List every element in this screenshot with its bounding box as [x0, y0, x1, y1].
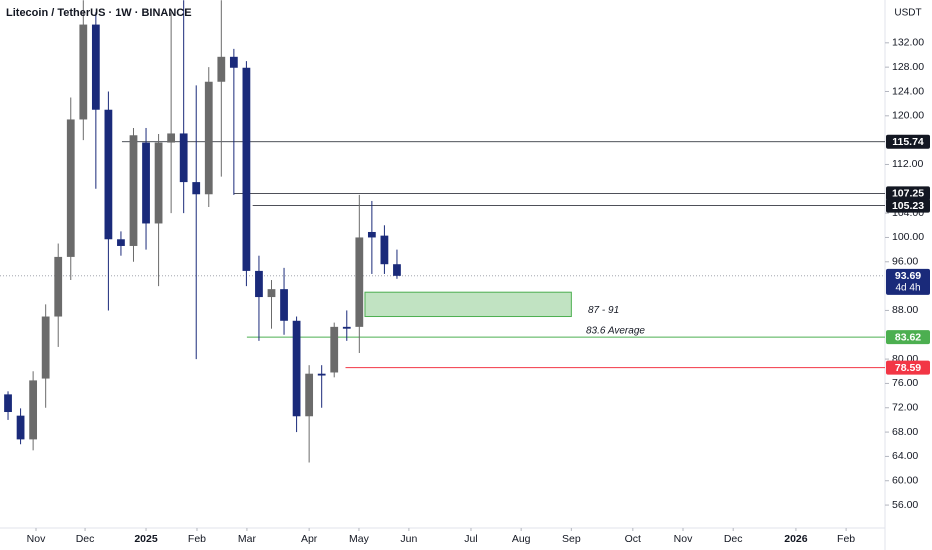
candle-body [16, 415, 25, 440]
price-label-box [886, 134, 930, 149]
candle-body [66, 119, 75, 257]
x-tick-label: Aug [512, 533, 531, 545]
x-tick-label: Feb [837, 533, 855, 545]
price-label: 115.74 [892, 136, 924, 148]
y-tick-label: 68.00 [892, 426, 918, 438]
countdown-label: 4d 4h [895, 282, 920, 293]
zone [364, 291, 572, 318]
y-tick-label: 100.00 [892, 231, 924, 243]
candle-body [91, 24, 100, 110]
candle-body [242, 67, 251, 271]
x-tick-label: Apr [301, 533, 318, 545]
x-tick-label: May [349, 533, 370, 545]
candle-body [317, 373, 326, 376]
candle-body [292, 320, 301, 417]
candle-body [167, 133, 176, 143]
candle-body [393, 264, 401, 276]
candle-body [179, 133, 188, 183]
x-tick-label: Mar [238, 533, 257, 545]
x-tick-label: Jul [464, 533, 477, 545]
x-tick-label: Nov [674, 533, 693, 545]
candle-body [305, 373, 314, 417]
x-tick-label: Sep [562, 533, 581, 545]
candle-body [79, 24, 88, 120]
current-price-box [886, 268, 930, 295]
candle-body [129, 135, 138, 246]
y-tick-label: 120.00 [892, 110, 924, 122]
candle-body [229, 56, 238, 68]
x-tick-label: Jun [400, 533, 417, 545]
average-note: 83.6 Average [586, 326, 645, 337]
y-tick-label: 72.00 [892, 402, 918, 414]
x-tick-label: Oct [625, 533, 641, 545]
y-tick-label: 88.00 [892, 304, 918, 316]
price-label-box [886, 330, 930, 345]
candle-body [367, 231, 376, 238]
candle-body [104, 109, 113, 240]
y-tick-label: 76.00 [892, 377, 918, 389]
candle-body [154, 142, 163, 224]
plot-area [0, 0, 885, 463]
candle-body [342, 326, 351, 329]
price-label-box [886, 198, 930, 213]
x-tick-label: 2026 [784, 533, 808, 545]
candle-body [54, 256, 63, 317]
y-tick-label: 56.00 [892, 499, 918, 511]
candle-body [267, 289, 276, 298]
price-label: 107.25 [892, 188, 924, 200]
price-label-box [886, 360, 930, 375]
currency-label: USDT [894, 8, 921, 19]
x-tick-label: Dec [724, 533, 743, 545]
chart-title: Litecoin / TetherUS · 1W · BINANCE [6, 7, 192, 19]
y-tick-label: 96.00 [892, 256, 918, 268]
zone-label: 87 - 91 [588, 305, 619, 316]
x-tick-label: Dec [76, 533, 95, 545]
y-tick-label: 132.00 [892, 37, 924, 49]
y-tick-label: 112.00 [892, 158, 923, 170]
candle-body [280, 289, 288, 321]
candle-body [204, 81, 213, 195]
candle-body [217, 56, 226, 82]
y-tick-label: 124.00 [892, 85, 924, 97]
candle-body [192, 182, 201, 195]
candle-body [380, 235, 389, 265]
candle-body [355, 237, 364, 327]
candle-body [41, 316, 50, 379]
candle-body [142, 142, 150, 224]
candle-body [29, 380, 38, 440]
candle-body [117, 239, 125, 246]
price-label-box [886, 186, 930, 201]
candle-body [255, 270, 263, 298]
x-tick-label: 2025 [134, 533, 158, 545]
x-tick-label: Nov [27, 533, 46, 545]
price-label: 83.62 [895, 331, 921, 343]
y-tick-label: 128.00 [892, 61, 924, 73]
current-price-label: 93.69 [895, 270, 921, 282]
candle-body [330, 326, 339, 373]
candle-body [4, 394, 12, 413]
y-tick-label: 64.00 [892, 450, 918, 462]
price-label: 105.23 [892, 200, 924, 212]
price-label: 78.59 [895, 362, 921, 374]
y-tick-label: 60.00 [892, 475, 918, 487]
x-tick-label: Feb [188, 533, 206, 545]
